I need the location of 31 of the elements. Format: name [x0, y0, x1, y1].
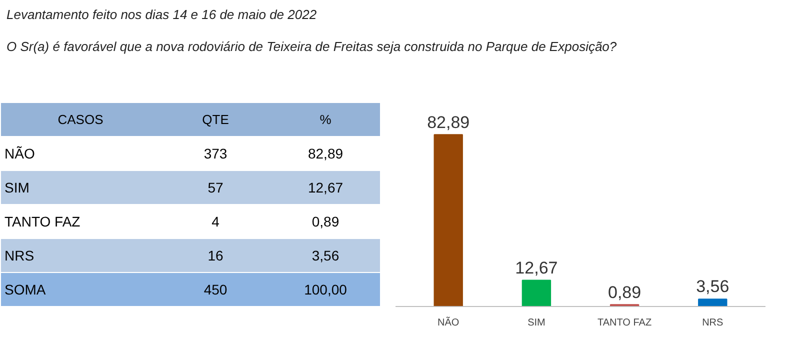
text: 100,00	[304, 282, 348, 298]
data-label: 82,89	[427, 112, 470, 132]
text: 16	[208, 248, 224, 264]
text: 12,67	[308, 180, 344, 196]
text: Levantamento feito nos dias 14 e 16 de maio de 2022	[6, 7, 318, 22]
text: %	[320, 112, 332, 127]
text: CASOS	[58, 112, 104, 127]
text: NRS	[4, 248, 34, 264]
text: 373	[204, 146, 228, 162]
text: TANTO FAZ	[4, 214, 81, 230]
text: 3,56	[312, 248, 340, 264]
text: SIM	[4, 180, 30, 196]
text: 82,89	[308, 146, 344, 162]
x-tick-label: SIM	[528, 318, 546, 328]
data-label: 3,56	[696, 277, 730, 296]
text: NÃO	[4, 146, 35, 162]
bar	[434, 134, 463, 306]
text: QTE	[202, 112, 230, 127]
x-tick-label: NÃO	[438, 316, 460, 328]
data-label: 12,67	[515, 258, 558, 278]
text: 57	[208, 180, 224, 196]
x-tick-label: NRS	[702, 318, 724, 328]
text: 450	[204, 282, 228, 298]
bar	[698, 298, 728, 306]
bar	[522, 280, 552, 306]
x-tick-label: TANTO FAZ	[598, 318, 652, 328]
data-label: 0,89	[608, 282, 642, 302]
text: O Sr(a) é favorável que a nova rodoviário de Teixeira de Freitas seja construida no Parque de Exposição?	[6, 39, 618, 54]
text: SOMA	[4, 282, 46, 298]
text: 0,89	[312, 214, 340, 230]
text: 4	[212, 214, 220, 230]
